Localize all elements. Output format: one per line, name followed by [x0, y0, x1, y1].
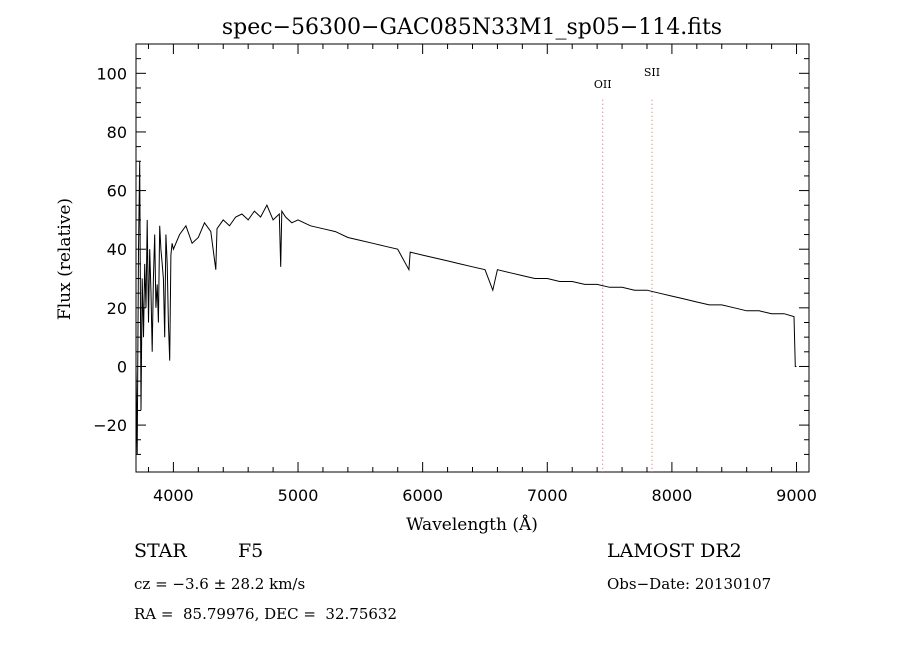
y-tick-label: 0: [117, 357, 127, 376]
y-tick-label: 40: [107, 240, 127, 259]
x-tick-label: 8000: [652, 486, 693, 505]
y-tick-label: 100: [96, 64, 127, 83]
observation-date: Obs−Date: 20130107: [607, 575, 772, 593]
object-subclass: F5: [238, 540, 264, 562]
object-class: STAR: [134, 540, 187, 562]
x-tick-label: 5000: [278, 486, 319, 505]
y-tick-label: 60: [107, 182, 127, 201]
y-axis-ticks: −20 0 20 40 60 80 100: [93, 58, 809, 455]
redshift-velocity: cz = −3.6 ± 28.2 km/s: [134, 575, 306, 593]
x-tick-label: 4000: [153, 486, 194, 505]
x-axis-label: Wavelength (Å): [406, 514, 538, 535]
y-tick-label: 80: [107, 123, 127, 142]
x-tick-label: 9000: [776, 486, 817, 505]
spectrum-series-line: [135, 161, 797, 455]
y-tick-label: −20: [93, 416, 127, 435]
x-axis-ticks: 4000 5000 6000 7000 8000 9000: [147, 44, 817, 505]
plot-area-border: [135, 43, 810, 473]
x-tick-label: 6000: [402, 486, 443, 505]
emission-line-markers: OII SII: [594, 66, 660, 472]
y-tick-label: 20: [107, 299, 127, 318]
x-tick-label: 7000: [527, 486, 568, 505]
emission-line-label: SII: [644, 66, 660, 79]
emission-line-label: OII: [594, 78, 612, 91]
survey-label: LAMOST DR2: [607, 540, 742, 562]
plot-frame: [135, 43, 810, 473]
y-axis-label: Flux (relative): [55, 198, 75, 320]
chart-title: spec−56300−GAC085N33M1_sp05−114.fits: [222, 15, 722, 40]
coordinates: RA = 85.79976, DEC = 32.75632: [134, 605, 398, 623]
